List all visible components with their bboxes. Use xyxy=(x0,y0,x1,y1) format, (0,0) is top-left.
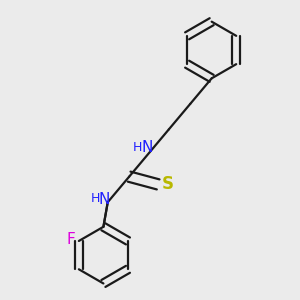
Text: H: H xyxy=(90,192,100,205)
Text: N: N xyxy=(99,192,110,207)
Text: F: F xyxy=(66,232,75,247)
Text: S: S xyxy=(162,175,174,193)
Text: H: H xyxy=(133,141,142,154)
Text: N: N xyxy=(142,140,153,155)
